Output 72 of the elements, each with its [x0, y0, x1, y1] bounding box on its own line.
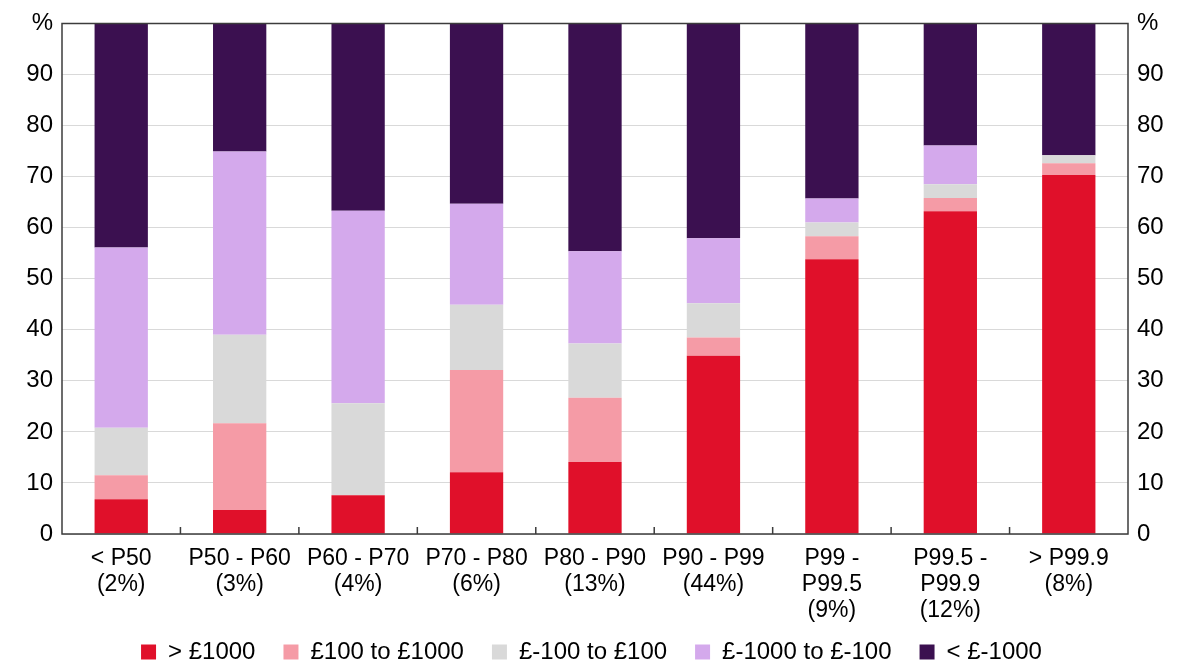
y-tick-label: 90 — [26, 59, 53, 87]
legend-label: £100 to £1000 — [310, 636, 464, 662]
y2-tick-label: 20 — [1137, 416, 1164, 444]
bar — [686, 238, 741, 304]
bar — [213, 510, 267, 534]
bar — [805, 198, 859, 223]
bar — [94, 23, 148, 248]
x-tick-label: < P50 (2%) — [90, 544, 152, 596]
bar — [94, 499, 148, 534]
bar — [923, 211, 977, 534]
bar — [568, 462, 622, 534]
legend-label: > £1000 — [168, 636, 256, 662]
y2-tick-label: 40 — [1137, 314, 1164, 342]
legend-label: £-1000 to £-100 — [722, 636, 892, 662]
y2-tick-label: 90 — [1137, 59, 1164, 87]
bar — [923, 198, 977, 212]
bar — [331, 23, 385, 211]
bar — [1042, 175, 1096, 534]
bar — [686, 337, 741, 356]
y-tick-label: 50 — [26, 263, 53, 291]
bar — [449, 23, 504, 204]
bar — [568, 397, 622, 463]
y-tick-label: 30 — [26, 365, 53, 393]
y-tick-label: 10 — [26, 467, 53, 495]
bar — [805, 23, 859, 199]
y-tick-label: 20 — [26, 416, 53, 444]
x-tick-label: P80 - P90 (13%) — [543, 544, 647, 596]
y2-tick-label: 10 — [1137, 467, 1164, 495]
bar — [568, 23, 622, 252]
y-tick-label: 70 — [26, 161, 53, 189]
bar — [923, 145, 977, 185]
bar — [449, 203, 504, 305]
bar — [686, 23, 741, 239]
bar — [331, 495, 385, 534]
y-tick-label: 60 — [26, 212, 53, 240]
bar — [568, 251, 622, 344]
legend-label: < £-1000 — [946, 636, 1042, 662]
y-tick-label: 40 — [26, 314, 53, 342]
bar — [94, 247, 148, 428]
x-tick-label: P99.5 - P99.9 (12%) — [913, 544, 988, 622]
bar — [923, 23, 977, 146]
y-tick-label: 0 — [39, 518, 53, 546]
y-tick-label: 80 — [26, 110, 53, 138]
y-tick-label: % — [31, 8, 53, 36]
bar — [94, 475, 148, 500]
y2-tick-label: % — [1137, 8, 1159, 36]
y2-tick-label: 50 — [1137, 263, 1164, 291]
x-tick-label: P50 - P60 (3%) — [188, 544, 291, 596]
bar — [213, 423, 267, 510]
y2-tick-label: 30 — [1137, 365, 1164, 393]
y2-tick-label: 60 — [1137, 212, 1164, 240]
bar — [449, 370, 504, 473]
bar — [805, 236, 859, 260]
x-tick-label: P99 - P99.5 (9%) — [801, 544, 862, 622]
legend-label: £-100 to £100 — [518, 636, 668, 662]
y2-tick-label: 0 — [1137, 518, 1151, 546]
bar — [449, 472, 504, 534]
bar — [1042, 155, 1096, 164]
x-tick-label: P60 - P70 (4%) — [306, 544, 410, 596]
bar — [213, 23, 267, 152]
bar — [331, 210, 385, 404]
bar — [1042, 163, 1096, 176]
x-tick-label: > P99.9 (8%) — [1028, 544, 1109, 596]
y2-tick-label: 80 — [1137, 110, 1164, 138]
bar — [686, 355, 741, 534]
bar — [805, 259, 859, 534]
x-tick-label: P70 - P80 (6%) — [425, 544, 528, 596]
bar — [1042, 23, 1096, 156]
bar — [213, 151, 267, 335]
y2-tick-label: 70 — [1137, 161, 1164, 189]
x-tick-label: P90 - P99 (44%) — [662, 544, 765, 596]
bar — [923, 184, 977, 199]
